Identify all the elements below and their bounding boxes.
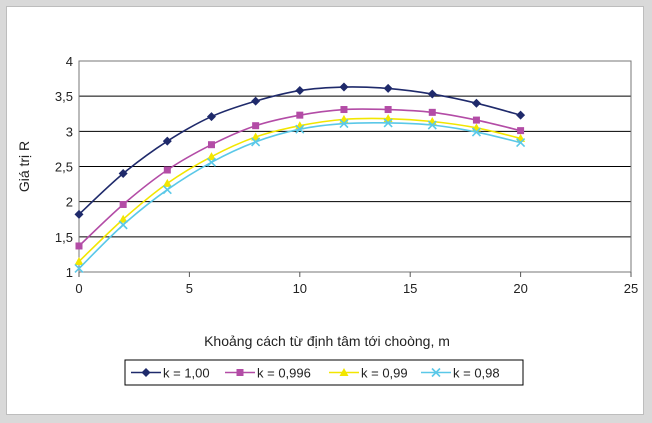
legend-marker: [431, 367, 441, 378]
data-point: [118, 169, 128, 179]
x-tick-label: 15: [403, 281, 417, 296]
data-point: [516, 138, 526, 148]
legend-label: k = 1,00: [163, 366, 210, 381]
series-2: [75, 106, 525, 250]
series-4: [74, 118, 526, 274]
data-point: [118, 220, 128, 230]
series-line: [78, 86, 521, 215]
legend-label: k = 0,99: [361, 366, 408, 381]
data-point: [472, 116, 480, 124]
data-point: [517, 127, 525, 135]
data-point: [295, 86, 305, 96]
y-axis-title: Giá trị R: [16, 141, 32, 192]
y-tick-label: 1,5: [55, 230, 73, 245]
data-point: [162, 185, 172, 195]
legend-label: k = 0,98: [453, 366, 500, 381]
data-point: [295, 124, 305, 134]
data-point: [206, 157, 217, 167]
data-point: [427, 120, 437, 130]
legend-item-3: k = 0,99: [329, 366, 408, 381]
plot-area: [78, 60, 632, 273]
x-tick-label: 5: [186, 281, 193, 296]
data-point: [74, 263, 84, 274]
legend-item-1: k = 1,00: [131, 366, 210, 381]
chart-frame: 1 1,5 2 2,5 3 3,5 4 0 5 10 15 20 25 Giá trị R Khoảng…: [6, 6, 644, 415]
legend-item-2: k = 0,996: [225, 366, 311, 381]
legend-item-4: k = 0,98: [421, 366, 500, 381]
legend-box: [124, 359, 524, 386]
legend: k = 1,00 k = 0,996 k = 0,99 k = 0,98: [124, 359, 524, 386]
data-point: [383, 83, 393, 93]
data-point: [74, 209, 84, 219]
data-point: [251, 137, 261, 147]
tick-layer: 1 1,5 2 2,5 3 3,5 4 0 5 10 15 20 25: [55, 54, 638, 296]
data-point: [251, 96, 261, 106]
data-point: [471, 127, 482, 137]
series-line: [78, 121, 521, 270]
series-line: [78, 117, 521, 263]
data-point: [516, 110, 526, 120]
data-point: [251, 132, 261, 141]
data-point: [206, 152, 216, 161]
data-point: [339, 82, 349, 92]
data-point: [162, 136, 172, 146]
x-tick-label: 20: [513, 281, 527, 296]
y-tick-label: 4: [66, 54, 73, 69]
legend-label: k = 0,996: [257, 366, 311, 381]
data-point: [428, 108, 436, 116]
data-point: [427, 89, 437, 99]
data-point: [75, 242, 83, 250]
legend-marker: [236, 369, 244, 376]
data-point: [296, 111, 304, 119]
y-tick-label: 3,5: [55, 89, 73, 104]
y-tick-label: 2,5: [55, 160, 73, 175]
data-point: [383, 118, 393, 128]
data-point: [339, 119, 349, 129]
data-point: [118, 214, 128, 223]
legend-marker: [339, 368, 349, 376]
grid-layer: [79, 60, 631, 273]
x-tick-label: 10: [293, 281, 307, 296]
x-tick-label: 25: [624, 281, 638, 296]
legend-marker: [141, 368, 151, 377]
x-axis-title: Khoảng cách từ định tâm tới choòng, m: [204, 333, 450, 349]
data-point: [252, 122, 260, 130]
y-tick-label: 3: [66, 124, 73, 139]
data-point: [119, 200, 127, 208]
y-tick-label: 2: [66, 195, 73, 210]
data-point: [207, 141, 215, 149]
line-chart: 1 1,5 2 2,5 3 3,5 4 0 5 10 15 20 25 Giá trị R Khoảng…: [16, 54, 638, 386]
y-tick-label: 1: [66, 265, 73, 280]
data-point: [471, 98, 481, 108]
x-tick-label: 0: [75, 281, 82, 296]
data-point: [163, 166, 171, 174]
data-point: [74, 256, 84, 265]
data-point: [206, 112, 216, 122]
data-point: [162, 178, 172, 187]
data-point: [340, 106, 348, 114]
series-layer: [74, 82, 526, 274]
data-point: [384, 106, 392, 114]
series-1: [74, 82, 526, 219]
